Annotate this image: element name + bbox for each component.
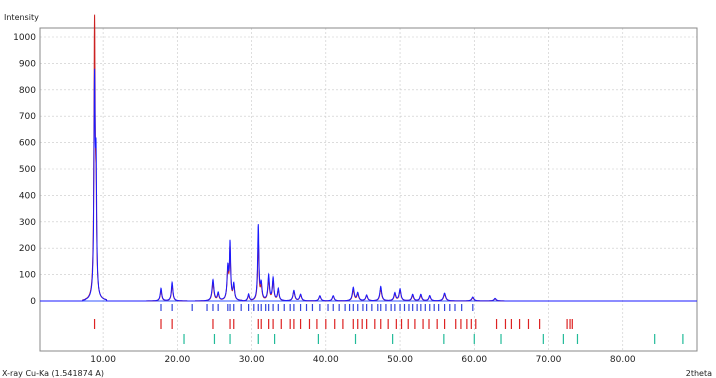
x-tick-label: 40.00 [313,355,339,365]
y-tick-label: 500 [19,165,36,175]
y-tick-label: 600 [19,139,36,149]
x-tick-label: 80.00 [610,355,636,365]
y-tick-label: 0 [30,297,36,307]
y-tick-label: 300 [19,218,36,228]
series-observed-line [40,68,697,302]
y-tick-label: 200 [19,244,36,254]
y-tick-label: 700 [19,112,36,122]
x-tick-label: 50.00 [387,355,413,365]
y-tick-label: 100 [19,271,36,281]
x-tick-label: 10.00 [90,355,116,365]
x-axis-ticks: 10.00 20.00 30.00 40.00 50.00 60.00 70.00 80.00 [90,355,636,365]
reflection-markers [93,304,684,344]
plot-frame [39,27,698,352]
x-tick-label: 20.00 [164,355,190,365]
x-tick-label: 70.00 [536,355,562,365]
x-tick-label: 60.00 [461,355,487,365]
x-tick-label: 30.00 [239,355,265,365]
grid-lines [40,28,697,351]
y-axis-ticks: 0 100 200 300 400 500 600 700 800 900 1000 [13,33,36,307]
y-tick-label: 800 [19,86,36,96]
x-axis-title: 2theta [686,369,712,378]
y-tick-label: 900 [19,59,36,69]
y-tick-label: 1000 [13,33,36,43]
y-axis-title: Intensity [4,13,39,22]
y-tick-label: 400 [19,191,36,201]
radiation-label: X-ray Cu-Ka (1.541874 A) [2,369,104,378]
